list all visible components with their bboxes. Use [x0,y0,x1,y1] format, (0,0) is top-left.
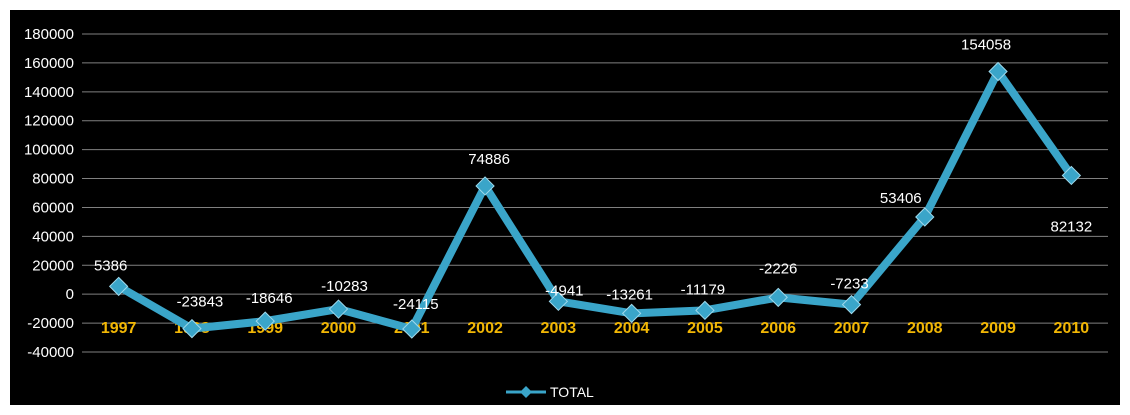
data-point-marker [255,311,275,331]
data-point-marker [768,287,788,308]
y-tick-label: 60000 [32,199,74,216]
line-chart: 180000 160000 140000 120000 100000 80000 60000… [24,26,1108,400]
data-point-marker [695,300,715,321]
x-tick-label: 2006 [760,320,796,337]
y-tick-label: 80000 [32,171,74,188]
x-tick-label: 2004 [614,320,650,337]
y-tick-label: 40000 [32,228,74,245]
legend-label: TOTAL [550,384,594,400]
y-tick-label: 0 [66,286,74,303]
y-tick-label: 180000 [24,26,74,43]
data-point-marker [548,291,569,312]
y-tick-label: 160000 [24,55,74,72]
data-label: 82132 [1050,218,1092,235]
y-tick-label: 140000 [24,84,74,101]
data-label: -23843 [177,294,224,311]
data-point-marker [402,319,422,339]
y-tick-label: 100000 [24,142,74,159]
data-label: -18646 [246,290,293,307]
data-label: -10283 [321,278,368,295]
y-tick-label: 20000 [32,257,74,274]
x-tick-label: 2009 [980,320,1016,337]
data-label: 53406 [880,190,922,207]
x-tick-label: 2007 [834,320,870,337]
y-tick-label: 120000 [24,113,74,130]
data-point-marker [988,61,1008,82]
data-point-marker [182,318,202,339]
data-point-marker [841,294,862,315]
y-tick-label: -40000 [27,344,74,361]
data-label: -4941 [545,282,583,299]
x-tick-label: 2003 [541,320,577,337]
y-tick-label: -20000 [27,315,74,332]
data-label: -13261 [606,286,653,303]
data-label: 74886 [468,151,510,168]
data-point-marker [328,299,349,319]
data-point-marker [108,276,129,297]
x-tick-label: 2008 [907,320,943,337]
x-tick-label: 2002 [467,320,503,337]
series-line-total [114,67,1076,334]
data-point-marker [1061,165,1082,186]
data-label: 5386 [94,257,127,274]
data-label: 154058 [961,36,1011,53]
legend-marker-swatch [520,386,532,398]
chart-area: 180000 160000 140000 120000 100000 80000 60000… [10,10,1120,405]
data-point-marker [621,303,642,324]
x-tick-label: 1997 [101,320,137,337]
data-point-marker [475,176,495,196]
data-label: -7233 [830,276,868,293]
x-tick-label: 2010 [1054,320,1090,337]
data-label: -24115 [393,296,439,313]
data-label: -11179 [681,281,725,298]
x-tick-label: 2005 [687,320,723,337]
x-tick-label: 2000 [321,320,357,337]
data-label: -2226 [759,260,797,277]
data-point-marker [915,207,935,227]
